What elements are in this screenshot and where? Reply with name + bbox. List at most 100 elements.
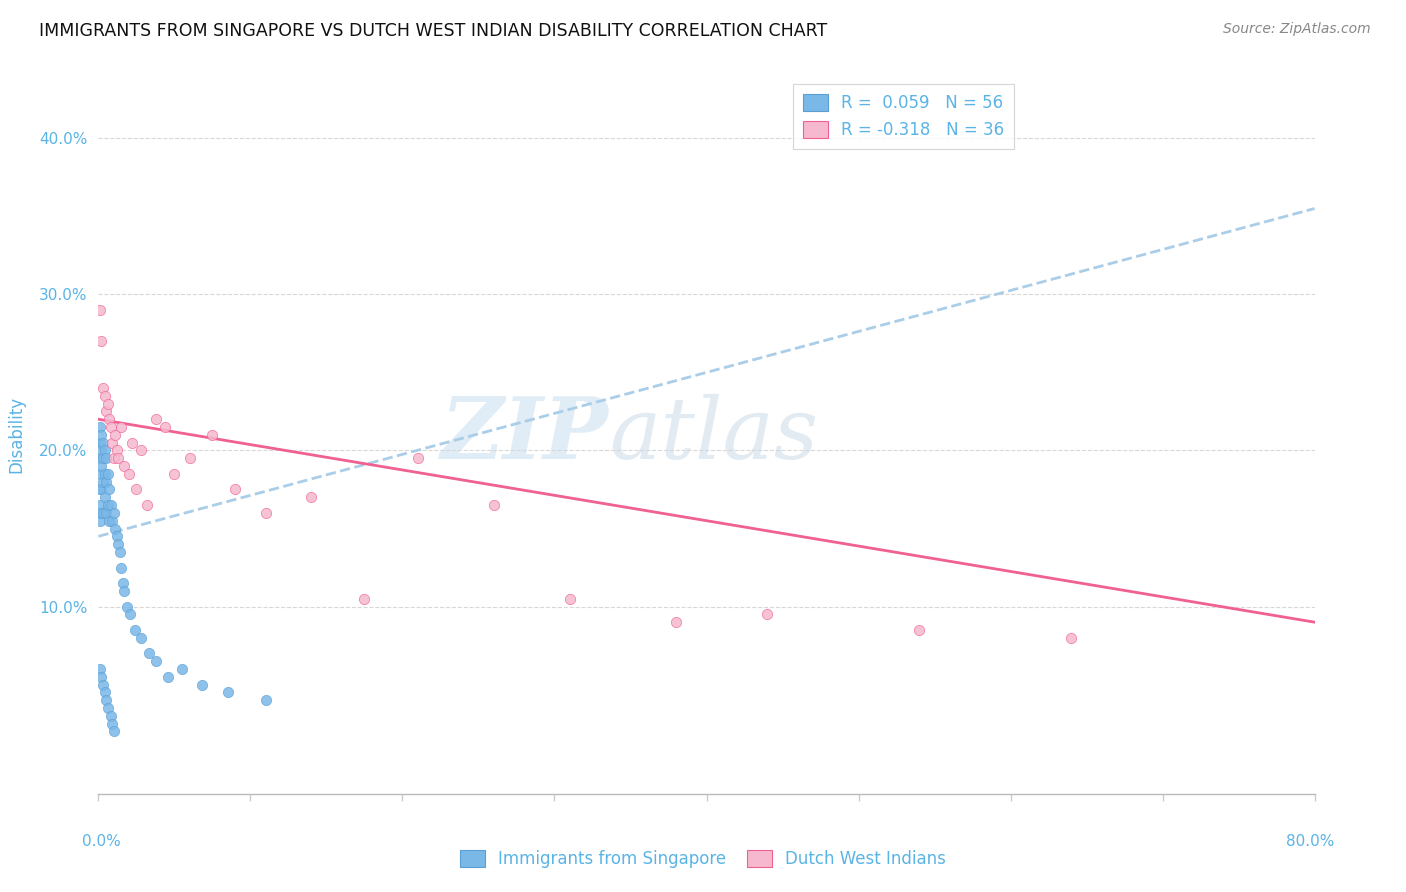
Point: [94, 506, 117, 520]
Point: [100, 420, 122, 434]
Point: [91, 475, 114, 489]
Point: [98, 483, 121, 497]
Point: [110, 560, 132, 574]
Point: [179, 451, 201, 466]
Text: 0.0%: 0.0%: [82, 834, 121, 849]
Text: 80.0%: 80.0%: [1286, 834, 1334, 849]
Point: [136, 498, 159, 512]
Point: [93, 389, 115, 403]
Point: [90, 443, 112, 458]
Point: [90, 458, 112, 473]
Point: [217, 685, 239, 699]
Point: [406, 451, 429, 466]
Point: [145, 412, 167, 426]
Point: [353, 591, 375, 606]
Point: [138, 646, 160, 660]
Point: [107, 451, 129, 466]
Point: [908, 623, 931, 637]
Point: [112, 458, 135, 473]
Legend: R =  0.059   N = 56, R = -0.318   N = 36: R = 0.059 N = 56, R = -0.318 N = 36: [793, 84, 1014, 149]
Point: [299, 490, 322, 504]
Y-axis label: Disability: Disability: [7, 396, 25, 474]
Point: [1060, 631, 1083, 645]
Point: [129, 631, 152, 645]
Point: [105, 529, 128, 543]
Point: [111, 576, 134, 591]
Point: [89, 498, 111, 512]
Point: [89, 514, 111, 528]
Point: [482, 498, 505, 512]
Text: atlas: atlas: [609, 393, 818, 476]
Point: [558, 591, 581, 606]
Legend: Immigrants from Singapore, Dutch West Indians: Immigrants from Singapore, Dutch West In…: [454, 843, 952, 875]
Point: [170, 662, 193, 676]
Point: [90, 334, 112, 348]
Point: [90, 428, 112, 442]
Point: [107, 537, 129, 551]
Point: [100, 708, 122, 723]
Point: [89, 303, 111, 318]
Point: [93, 443, 115, 458]
Point: [103, 451, 125, 466]
Point: [129, 443, 152, 458]
Point: [105, 443, 128, 458]
Point: [89, 467, 111, 481]
Point: [91, 381, 114, 395]
Point: [90, 483, 112, 497]
Point: [96, 467, 118, 481]
Point: [90, 670, 112, 684]
Point: [101, 435, 124, 450]
Point: [191, 678, 214, 692]
Point: [101, 716, 124, 731]
Point: [120, 607, 142, 622]
Point: [94, 693, 117, 707]
Point: [756, 607, 779, 622]
Point: [98, 412, 121, 426]
Point: [96, 396, 118, 410]
Point: [91, 678, 114, 692]
Point: [145, 654, 167, 668]
Point: [104, 521, 127, 535]
Point: [96, 498, 118, 512]
Text: IMMIGRANTS FROM SINGAPORE VS DUTCH WEST INDIAN DISABILITY CORRELATION CHART: IMMIGRANTS FROM SINGAPORE VS DUTCH WEST …: [39, 22, 828, 40]
Point: [89, 420, 111, 434]
Point: [108, 545, 131, 559]
Point: [118, 467, 141, 481]
Point: [94, 451, 117, 466]
Point: [125, 483, 148, 497]
Point: [110, 420, 132, 434]
Point: [93, 685, 115, 699]
Point: [89, 435, 111, 450]
Point: [124, 623, 146, 637]
Point: [201, 428, 224, 442]
Point: [93, 467, 115, 481]
Point: [163, 467, 186, 481]
Point: [121, 435, 143, 450]
Point: [155, 420, 177, 434]
Point: [91, 506, 114, 520]
Point: [665, 615, 688, 630]
Point: [104, 428, 127, 442]
Point: [103, 724, 125, 739]
Point: [91, 435, 114, 450]
Point: [94, 404, 117, 418]
Point: [254, 506, 277, 520]
Point: [94, 475, 117, 489]
Point: [112, 583, 135, 598]
Point: [101, 514, 124, 528]
Point: [93, 490, 115, 504]
Text: Source: ZipAtlas.com: Source: ZipAtlas.com: [1223, 22, 1371, 37]
Point: [224, 483, 246, 497]
Point: [90, 506, 112, 520]
Text: ZIP: ZIP: [441, 393, 609, 476]
Point: [254, 693, 277, 707]
Point: [89, 483, 111, 497]
Point: [98, 514, 121, 528]
Point: [96, 701, 118, 715]
Point: [157, 670, 180, 684]
Point: [117, 599, 139, 614]
Point: [103, 506, 125, 520]
Point: [89, 662, 111, 676]
Point: [89, 451, 111, 466]
Point: [100, 498, 122, 512]
